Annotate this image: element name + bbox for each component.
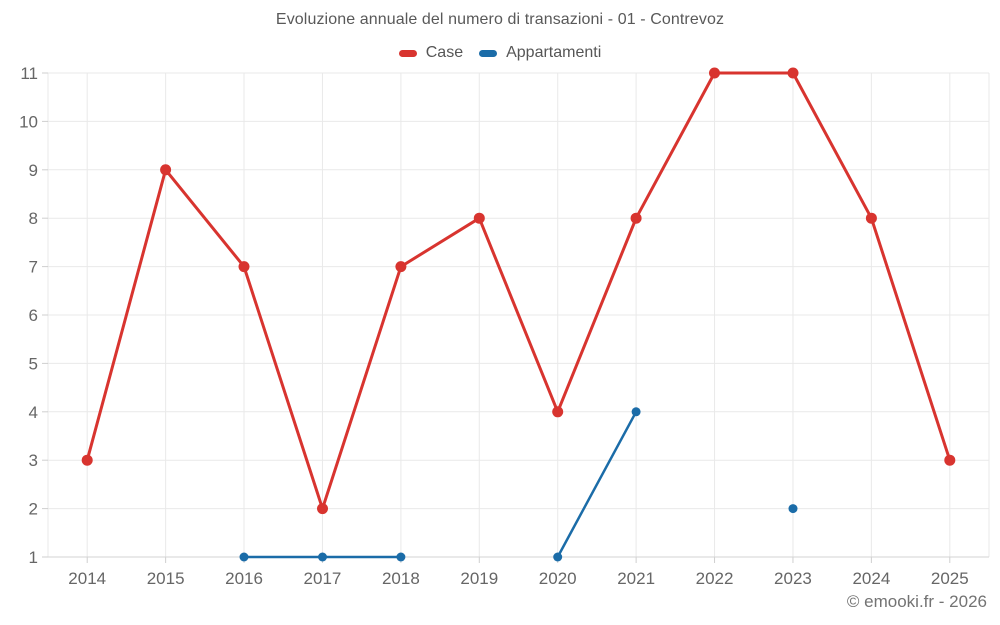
y-tick-label: 4 [29,403,38,422]
y-tick-label: 10 [19,112,38,131]
x-tick-label: 2025 [931,569,969,588]
y-tick-label: 2 [29,500,38,519]
data-point-case [317,503,328,515]
x-tick-label: 2024 [852,569,890,588]
y-tick-label: 9 [29,161,38,180]
x-tick-label: 2020 [539,569,577,588]
y-tick-label: 3 [29,451,38,470]
y-tick-label: 8 [29,209,38,228]
legend-label-appartamenti: Appartamenti [506,44,602,61]
data-point-appartamenti [396,552,406,562]
legend-item-case[interactable]: Case [398,44,464,62]
x-tick-label: 2021 [617,569,655,588]
legend-label-case: Case [425,44,464,61]
appartamenti-series-marker-icon [479,49,498,57]
case-series-marker-icon [398,49,417,57]
data-point-case [787,67,799,79]
data-point-appartamenti [239,552,249,562]
chart-legend: Case Appartamenti [0,44,1000,62]
x-tick-label: 2018 [382,569,420,588]
y-tick-label: 11 [20,64,38,83]
data-point-case [473,212,485,224]
data-point-appartamenti [788,504,798,514]
y-tick-label: 5 [29,354,38,373]
x-tick-label: 2022 [696,569,734,588]
data-point-case [552,406,564,418]
series-line-case [85,71,952,511]
data-point-case [395,261,407,273]
data-point-case [160,164,172,176]
y-tick-label: 7 [29,258,38,277]
data-point-case [81,454,93,466]
data-point-appartamenti [553,552,563,562]
y-tick-label: 1 [29,548,38,567]
x-tick-label: 2019 [460,569,498,588]
x-tick-label: 2017 [304,569,342,588]
y-tick-label: 6 [29,306,38,325]
data-point-case [709,67,720,79]
data-point-appartamenti [631,407,641,417]
x-tick-label: 2023 [774,569,812,588]
data-point-case [865,212,877,224]
x-tick-label: 2016 [225,569,263,588]
data-point-appartamenti [318,552,327,562]
x-tick-label: 2014 [68,569,106,588]
data-point-case [238,261,250,273]
copyright-credit: © emooki.fr - 2026 [846,592,987,611]
data-point-case [630,212,642,224]
series-line-appartamenti [556,410,638,559]
legend-item-appartamenti[interactable]: Appartamenti [479,44,601,62]
chart-title: Evoluzione annuale del numero di transaz… [275,11,725,28]
x-tick-label: 2015 [147,569,185,588]
data-point-case [944,454,956,466]
